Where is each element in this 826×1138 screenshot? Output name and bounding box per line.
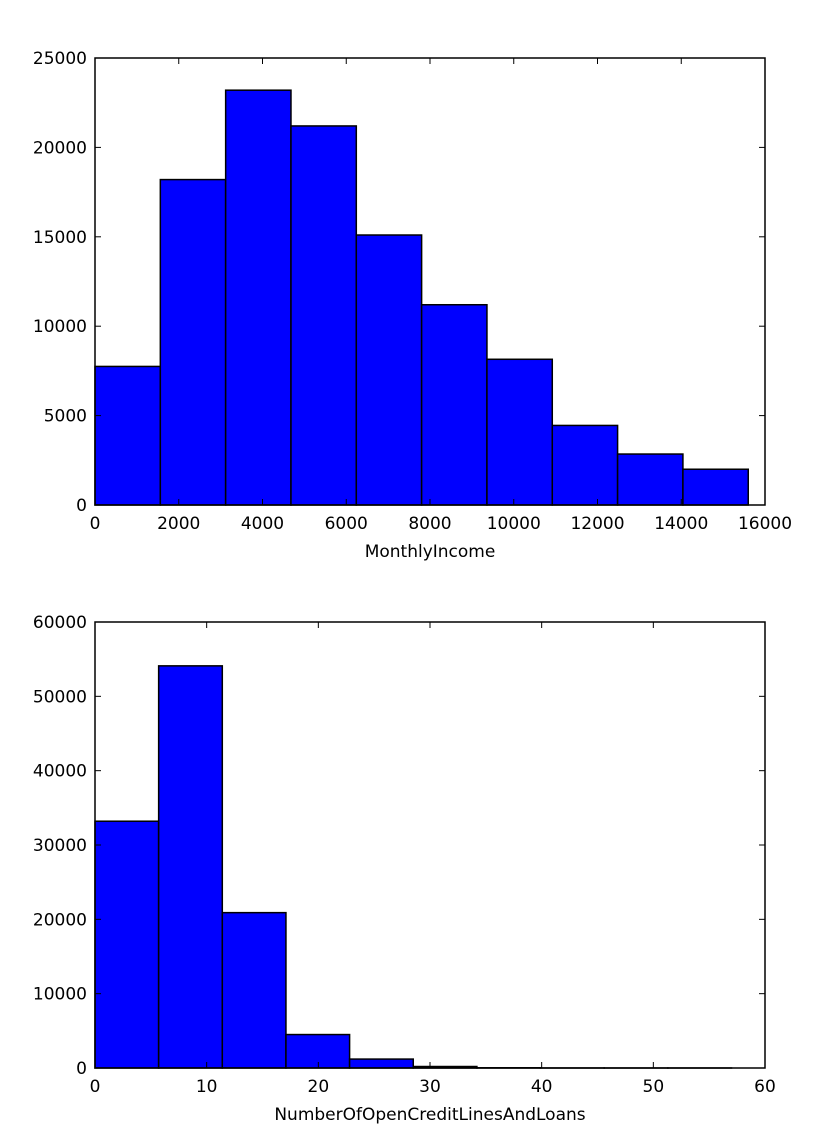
histogram-bar	[94, 365, 162, 506]
y-tick-label: 15000	[33, 228, 87, 248]
y-tick-label: 40000	[33, 762, 87, 782]
histogram-bar	[551, 424, 619, 506]
x-tick-label: 50	[643, 1077, 665, 1097]
histogram-bar	[94, 820, 160, 1069]
y-tick-label: 60000	[33, 613, 87, 633]
histogram-bar	[616, 453, 684, 506]
x-tick-label: 20	[308, 1077, 330, 1097]
y-tick-label: 25000	[33, 49, 87, 69]
open-credit-lines-histogram: 0 10 20 30 40 50 60 0 10000 20000 30000 40000 50000 6…	[33, 613, 776, 1125]
y-tick-label: 10000	[33, 317, 87, 337]
histogram-bar	[290, 125, 358, 506]
y-tick-label: 20000	[33, 138, 87, 158]
histogram-bar	[486, 358, 554, 506]
histogram-bar	[355, 234, 423, 506]
y-tick-label: 20000	[33, 910, 87, 930]
x-tick-label: 0	[90, 514, 101, 534]
x-axis-label: NumberOfOpenCreditLinesAndLoans	[274, 1105, 585, 1125]
x-tick-label: 12000	[570, 514, 624, 534]
x-tick-label: 60	[754, 1077, 776, 1097]
x-tick-label: 0	[90, 1077, 101, 1097]
y-tick-label: 5000	[44, 407, 87, 427]
y-tick-label: 10000	[33, 985, 87, 1005]
y-tick-label: 0	[76, 1059, 87, 1079]
histogram-bar	[159, 178, 227, 506]
x-tick-label: 14000	[654, 514, 708, 534]
x-tick-label: 4000	[241, 514, 284, 534]
x-tick-label: 2000	[157, 514, 200, 534]
x-tick-label: 30	[419, 1077, 441, 1097]
x-axis-label: MonthlyIncome	[365, 542, 496, 562]
x-tick-label: 6000	[325, 514, 368, 534]
histogram-bar	[285, 1033, 351, 1069]
histogram-bar	[224, 89, 292, 506]
x-tick-label: 8000	[408, 514, 451, 534]
histogram-bar	[221, 911, 287, 1069]
y-tick-label: 30000	[33, 836, 87, 856]
x-tick-label: 10	[196, 1077, 218, 1097]
histogram-bar	[420, 303, 488, 506]
x-tick-label: 10000	[487, 514, 541, 534]
histogram-bar	[682, 468, 749, 506]
histogram-bar	[157, 665, 224, 1069]
y-tick-label: 50000	[33, 687, 87, 707]
y-tick-label: 0	[76, 496, 87, 516]
monthly-income-histogram: 0 2000 4000 6000 8000 10000 12000 14000 16000 0 50…	[33, 49, 792, 562]
x-tick-label: 16000	[738, 514, 792, 534]
histogram-bar	[348, 1058, 415, 1069]
x-tick-label: 40	[531, 1077, 553, 1097]
